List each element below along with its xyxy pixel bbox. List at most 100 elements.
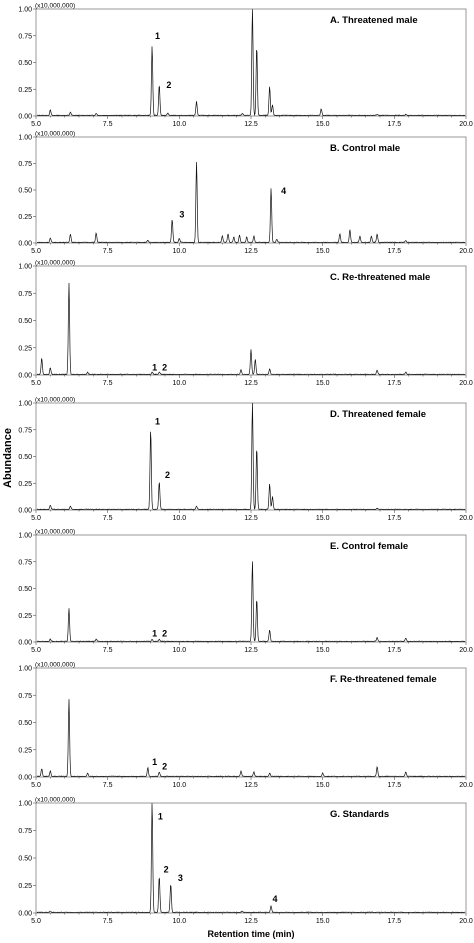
x-tick-label: 20.0 bbox=[459, 918, 473, 925]
plot-frame bbox=[35, 802, 467, 914]
peak-point bbox=[96, 113, 97, 114]
peak-point bbox=[269, 630, 270, 631]
peak-point bbox=[270, 906, 271, 907]
peak-point bbox=[87, 372, 88, 373]
x-tick-label: 15.0 bbox=[316, 248, 330, 255]
chromatogram-trace bbox=[36, 561, 466, 643]
peak-label: 2 bbox=[162, 761, 167, 771]
x-tick-label: 20.0 bbox=[459, 121, 473, 128]
y-tick-label: 0.00 bbox=[18, 508, 32, 515]
peak-point bbox=[377, 508, 378, 509]
peak-point bbox=[242, 911, 243, 912]
peak-label: 3 bbox=[179, 210, 184, 220]
peak-point bbox=[152, 639, 153, 640]
peak-point bbox=[269, 484, 270, 485]
x-tick-label: 20.0 bbox=[459, 380, 473, 387]
x-tick-label: 10.0 bbox=[173, 515, 187, 522]
y-tick-label: 0.50 bbox=[18, 60, 32, 67]
panel-title: E. Control female bbox=[330, 541, 408, 552]
peak-point bbox=[50, 505, 51, 506]
peak-label: 1 bbox=[152, 629, 157, 639]
x-tick-label: 17.5 bbox=[388, 782, 402, 789]
y-tick-label: 0.25 bbox=[18, 883, 32, 890]
peak-point bbox=[371, 236, 372, 237]
x-tick-label: 17.5 bbox=[388, 515, 402, 522]
peak-point bbox=[196, 506, 197, 507]
y-tick-label: 0.25 bbox=[18, 481, 32, 488]
peak-point bbox=[256, 599, 257, 600]
peak-label: 1 bbox=[152, 363, 157, 373]
y-multiplier-label: (x10,000,000) bbox=[35, 131, 75, 138]
peak-label: 4 bbox=[273, 894, 278, 904]
panel-c: (x10,000,000) 0.00 0.25 0.50 0.75 1.00 5.0 7.5 1… bbox=[18, 260, 473, 388]
peak-point bbox=[269, 369, 270, 370]
x-tick-label: 10.0 bbox=[173, 647, 187, 654]
peak-point bbox=[159, 639, 160, 640]
peak-point bbox=[405, 240, 406, 241]
x-tick-label: 7.5 bbox=[103, 918, 113, 925]
y-multiplier-label: (x10,000,000) bbox=[35, 260, 75, 267]
peak-point bbox=[222, 236, 223, 237]
y-tick-label: 0.25 bbox=[18, 613, 32, 620]
x-tick-label: 15.0 bbox=[316, 782, 330, 789]
panel-a: (x10,000,000) 0.00 0.25 0.50 0.75 1.00 5.0 7.5 1… bbox=[18, 3, 473, 129]
x-tick-label: 12.5 bbox=[244, 782, 258, 789]
peak-point bbox=[159, 372, 160, 373]
peak-point bbox=[405, 372, 406, 373]
peak-point bbox=[256, 447, 257, 448]
panel-f: (x10,000,000) 0.00 0.25 0.50 0.75 1.00 5.0 7.5 1… bbox=[18, 662, 473, 790]
x-tick-label: 12.5 bbox=[244, 121, 258, 128]
y-tick-label: 0.75 bbox=[18, 291, 32, 298]
peak-point bbox=[405, 638, 406, 639]
peak-point bbox=[359, 236, 360, 237]
peak-point bbox=[196, 101, 197, 102]
peak-point bbox=[159, 482, 160, 483]
peak-point bbox=[96, 639, 97, 640]
peak-point bbox=[250, 349, 251, 350]
x-tick-label: 12.5 bbox=[244, 380, 258, 387]
x-tick-label: 17.5 bbox=[388, 380, 402, 387]
peak-point bbox=[196, 162, 197, 163]
y-tick-label: 0.00 bbox=[18, 373, 32, 380]
peak-point bbox=[239, 235, 240, 236]
peak-point bbox=[41, 769, 42, 770]
y-tick-label: 0.25 bbox=[18, 747, 32, 754]
x-tick-label: 15.0 bbox=[316, 380, 330, 387]
peak-point bbox=[172, 219, 173, 220]
x-tick-label: 5.0 bbox=[31, 515, 41, 522]
y-tick-label: 1.00 bbox=[18, 801, 32, 808]
peak-point bbox=[152, 46, 153, 47]
y-tick-label: 0.50 bbox=[18, 454, 32, 461]
peak-point bbox=[96, 233, 97, 234]
y-tick-label: 0.00 bbox=[18, 911, 32, 918]
y-tick-label: 0.75 bbox=[18, 427, 32, 434]
panel-title: F. Re-threatened female bbox=[330, 674, 437, 685]
peak-point bbox=[41, 358, 42, 359]
y-multiplier-label: (x10,000,000) bbox=[35, 662, 75, 669]
x-tick-label: 20.0 bbox=[459, 782, 473, 789]
chromatogram-trace bbox=[36, 9, 466, 117]
x-tick-label: 12.5 bbox=[244, 515, 258, 522]
peak-point bbox=[170, 884, 171, 885]
y-tick-label: 0.25 bbox=[18, 214, 32, 221]
y-multiplier-label: (x10,000,000) bbox=[35, 529, 75, 536]
peak-point bbox=[322, 773, 323, 774]
x-tick-label: 20.0 bbox=[459, 515, 473, 522]
x-tick-label: 17.5 bbox=[388, 121, 402, 128]
peak-point bbox=[272, 497, 273, 498]
peak-label: 4 bbox=[281, 186, 286, 196]
peak-point bbox=[68, 699, 69, 700]
x-tick-label: 5.0 bbox=[31, 782, 41, 789]
y-multiplier-label: (x10,000,000) bbox=[35, 3, 75, 10]
x-tick-label: 12.5 bbox=[244, 647, 258, 654]
x-tick-label: 10.0 bbox=[173, 782, 187, 789]
peak-point bbox=[68, 608, 69, 609]
x-tick-label: 7.5 bbox=[103, 380, 113, 387]
peak-point bbox=[147, 240, 148, 241]
peak-label: 1 bbox=[155, 416, 160, 426]
peak-point bbox=[50, 110, 51, 111]
peak-point bbox=[349, 230, 350, 231]
peak-point bbox=[405, 772, 406, 773]
y-tick-label: 0.50 bbox=[18, 856, 32, 863]
chromatogram-trace bbox=[36, 699, 466, 778]
